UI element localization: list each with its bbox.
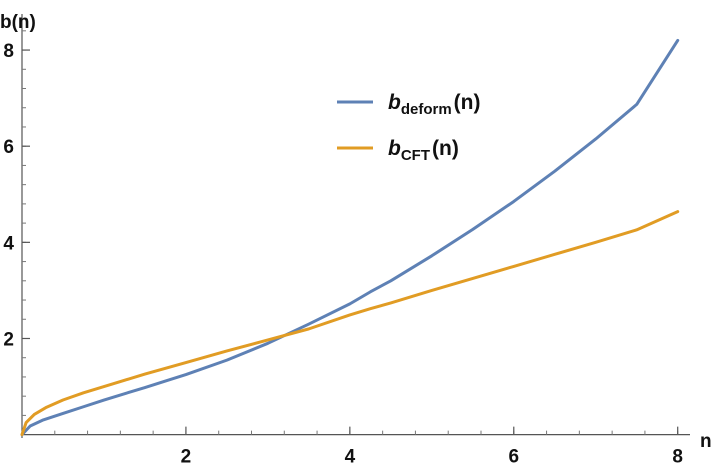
legend-label-arg: (n) <box>454 91 481 114</box>
x-axis-label: n <box>700 431 712 452</box>
x-tick-label: 8 <box>672 447 683 468</box>
series-group <box>20 38 680 437</box>
legend-label-cft: bCFT(n) <box>388 137 459 164</box>
legend: bdeform(n)bCFT(n) <box>337 91 481 164</box>
y-tick-label: 4 <box>3 233 14 254</box>
legend-label-arg: (n) <box>432 137 459 160</box>
x-tick-label: 4 <box>345 447 356 468</box>
series-line-deform <box>20 38 680 437</box>
y-tick-label: 2 <box>3 329 14 350</box>
x-tick-label: 6 <box>508 447 519 468</box>
legend-label-subscript: deform <box>401 101 452 118</box>
y-axis-label: b(n) <box>0 12 36 33</box>
legend-label-deform: bdeform(n) <box>388 91 481 118</box>
legend-label-base: b <box>388 137 401 160</box>
y-tick-label: 6 <box>3 137 14 158</box>
legend-label-subscript: CFT <box>401 147 430 164</box>
legend-label-base: b <box>388 91 401 114</box>
x-tick-label: 2 <box>181 447 192 468</box>
series-line-cft <box>20 210 680 437</box>
y-tick-label: 8 <box>3 41 14 62</box>
